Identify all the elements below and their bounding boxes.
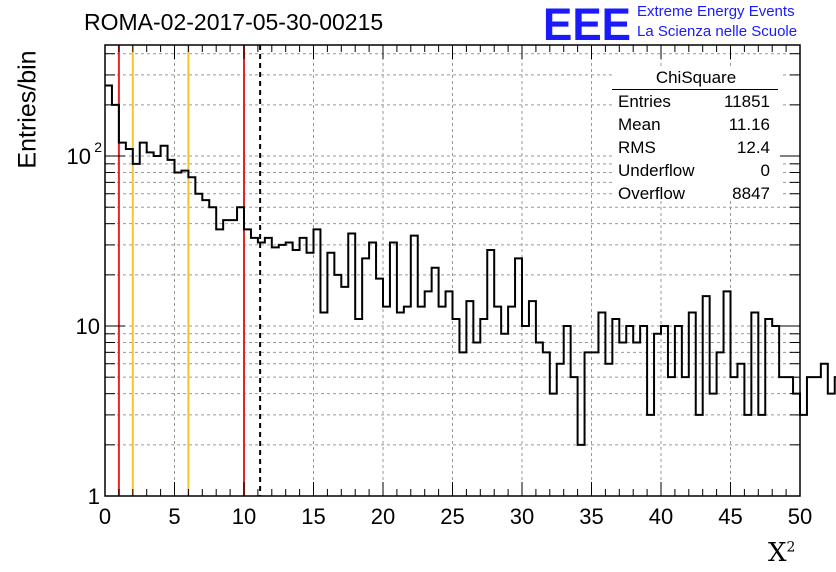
grid-lines bbox=[105, 45, 800, 496]
stats-title: ChiSquare bbox=[655, 68, 737, 87]
run-title: ROMA-02-2017-05-30-00215 bbox=[84, 9, 384, 35]
stats-value: 0 bbox=[760, 161, 770, 180]
stats-row-underflow: Underflow 0 bbox=[618, 161, 770, 184]
stats-value: 8847 bbox=[732, 184, 770, 203]
logo-caption-line1: Extreme Energy Events bbox=[637, 3, 795, 20]
stats-label: Overflow bbox=[618, 184, 686, 203]
svg-text:EEE: EEE bbox=[543, 4, 631, 44]
x-axis-title: X2 bbox=[768, 538, 796, 568]
x-tick-label: 25 bbox=[440, 504, 464, 529]
stats-row-mean: Mean 11.16 bbox=[618, 115, 770, 138]
x-tick-label: 30 bbox=[510, 504, 534, 529]
x-tick-label: 40 bbox=[649, 504, 673, 529]
stats-divider bbox=[612, 89, 778, 90]
stats-label: RMS bbox=[618, 138, 656, 157]
y-tick-label: 10 bbox=[76, 314, 100, 339]
y-axis-title: Entries/bin bbox=[13, 50, 42, 169]
x-tick-label: 10 bbox=[232, 504, 256, 529]
stats-row-rms: RMS 12.4 bbox=[618, 138, 770, 161]
stats-label: Mean bbox=[618, 115, 661, 134]
axis-ticks bbox=[104, 45, 801, 497]
x-tick-label: 50 bbox=[788, 504, 812, 529]
x-tick-label: 15 bbox=[301, 504, 325, 529]
stats-value: 12.4 bbox=[736, 138, 770, 157]
reference-lines bbox=[117, 45, 262, 496]
histogram-series bbox=[105, 84, 836, 446]
x-tick-label: 20 bbox=[371, 504, 395, 529]
y-tick-label: 10 bbox=[67, 144, 91, 169]
stats-label: Underflow bbox=[618, 161, 695, 180]
stats-value: 11851 bbox=[723, 92, 770, 111]
y-tick-label: 1 bbox=[88, 484, 100, 509]
stats-box: ChiSquare Entries 11851 Mean 11.16 RMS 1… bbox=[612, 66, 780, 203]
x-tick-label: 45 bbox=[718, 504, 742, 529]
y-tick-label-exponent: 2 bbox=[94, 139, 102, 155]
stats-label: Entries bbox=[618, 92, 671, 111]
stats-value: 11.16 bbox=[728, 115, 770, 134]
x-tick-label: 0 bbox=[99, 504, 111, 529]
x-tick-label: 5 bbox=[168, 504, 180, 529]
logo-caption-line2: La Scienza nelle Scuole bbox=[637, 23, 798, 40]
x-tick-label: 35 bbox=[579, 504, 603, 529]
stats-row-overflow: Overflow 8847 bbox=[618, 184, 770, 207]
stats-row-entries: Entries 11851 bbox=[618, 92, 770, 115]
eee-logo: EEE bbox=[543, 4, 631, 44]
